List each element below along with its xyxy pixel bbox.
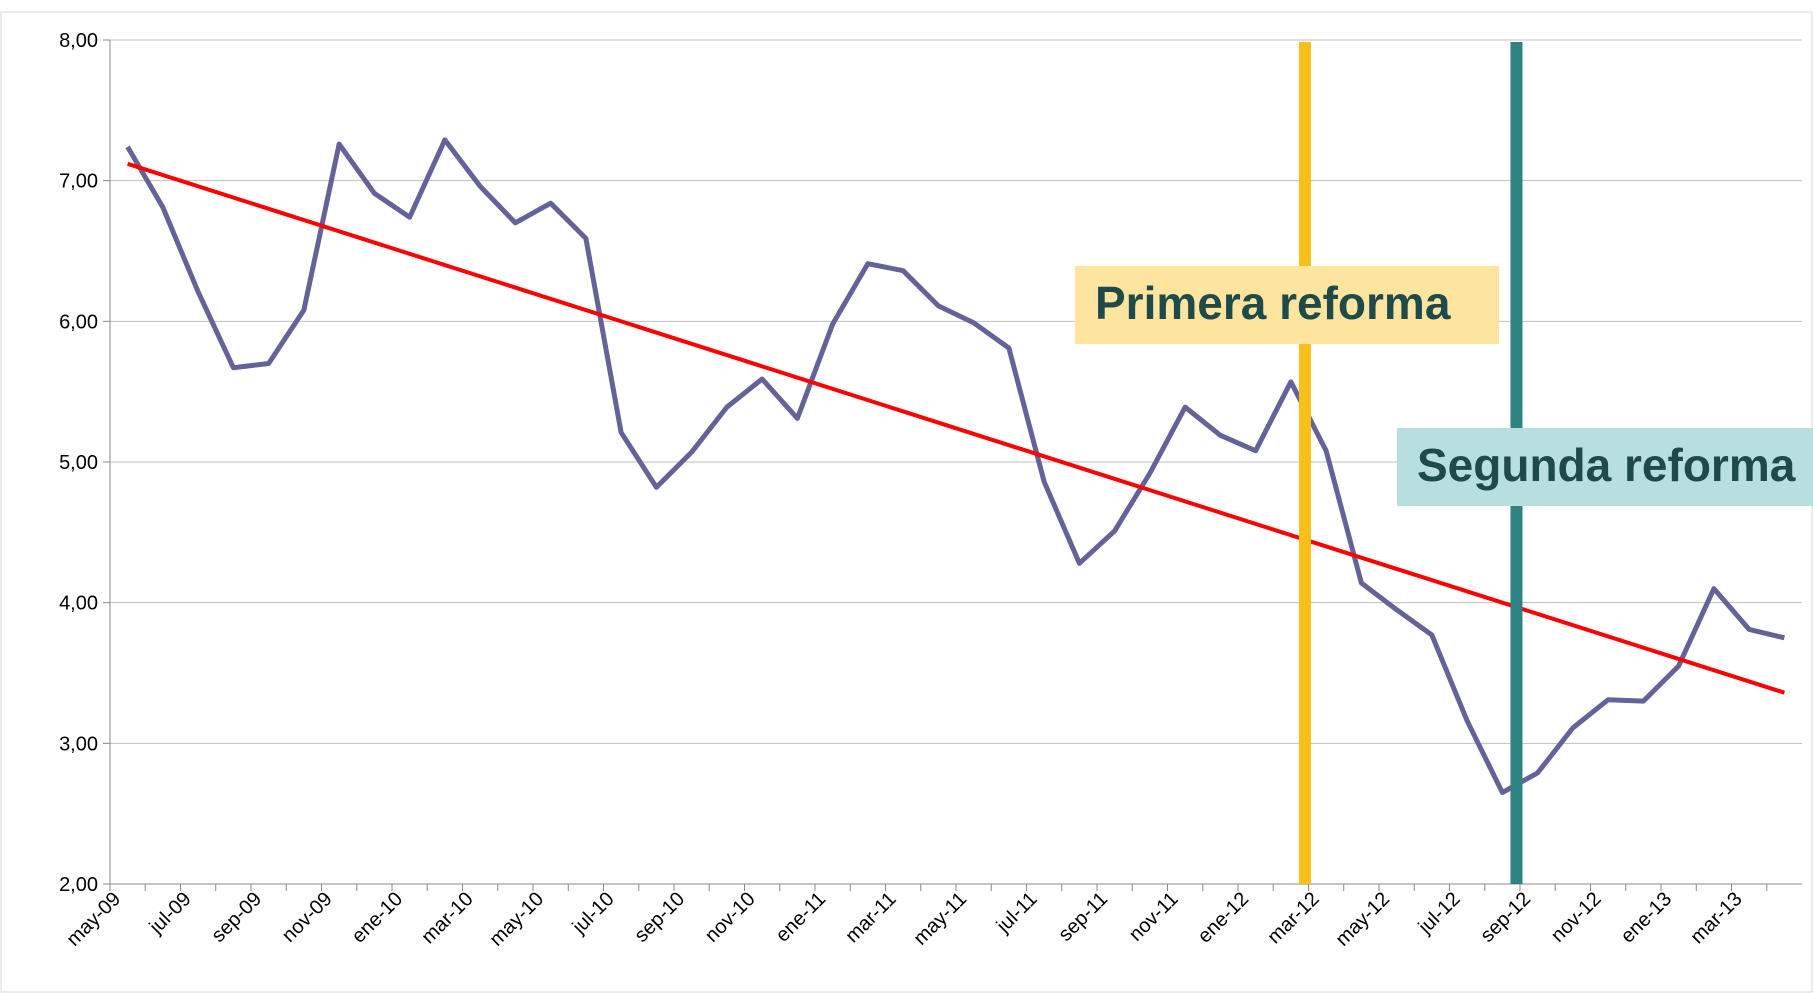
x-tick-label: jul-11 (992, 888, 1042, 938)
y-tick-label: 8,00 (59, 30, 98, 52)
x-tick-label: jul-12 (1414, 888, 1465, 939)
y-tick-label: 4,00 (59, 593, 98, 615)
y-tick-label: 3,00 (59, 733, 98, 755)
y-tick-label: 6,00 (59, 311, 98, 333)
x-tick-label: may-10 (485, 888, 548, 951)
x-tick-label: sep-11 (1054, 888, 1112, 946)
y-tick-label: 2,00 (59, 874, 98, 896)
annotation-box (1397, 428, 1813, 506)
data-line (125, 137, 1785, 796)
x-tick-label: mar-11 (841, 888, 900, 947)
x-tick-label: mar-12 (1263, 888, 1323, 948)
x-tick-label: ene-11 (772, 888, 831, 947)
x-tick-label: nov-09 (278, 888, 337, 947)
x-tick-label: jul-09 (145, 888, 196, 939)
annotation: Primera reforma (1095, 277, 1451, 329)
x-tick-label: jul-10 (568, 888, 619, 939)
x-tick-label: sep-10 (630, 888, 689, 947)
x-tick-label: may-09 (62, 888, 125, 951)
x-tick-label: sep-12 (1476, 888, 1535, 947)
x-tick-label: mar-10 (417, 888, 477, 948)
annotation: Segunda reforma (1417, 439, 1796, 491)
x-tick-label: may-12 (1331, 888, 1394, 951)
x-tick-label: mar-13 (1686, 888, 1746, 948)
x-tick-label: nov-10 (701, 888, 760, 947)
x-tick-label: ene-12 (1194, 888, 1254, 948)
x-tick-label: may-11 (909, 888, 971, 950)
y-tick-label: 5,00 (59, 452, 98, 474)
x-tick-label: sep-09 (207, 888, 266, 947)
x-tick-label: nov-12 (1547, 888, 1606, 947)
x-tick-label: nov-11 (1125, 888, 1183, 946)
annotation-box (1075, 266, 1499, 344)
x-tick-label: ene-10 (348, 888, 408, 948)
trend-line (127, 161, 1785, 695)
x-tick-label: ene-13 (1617, 888, 1677, 948)
y-tick-label: 7,00 (59, 171, 98, 193)
